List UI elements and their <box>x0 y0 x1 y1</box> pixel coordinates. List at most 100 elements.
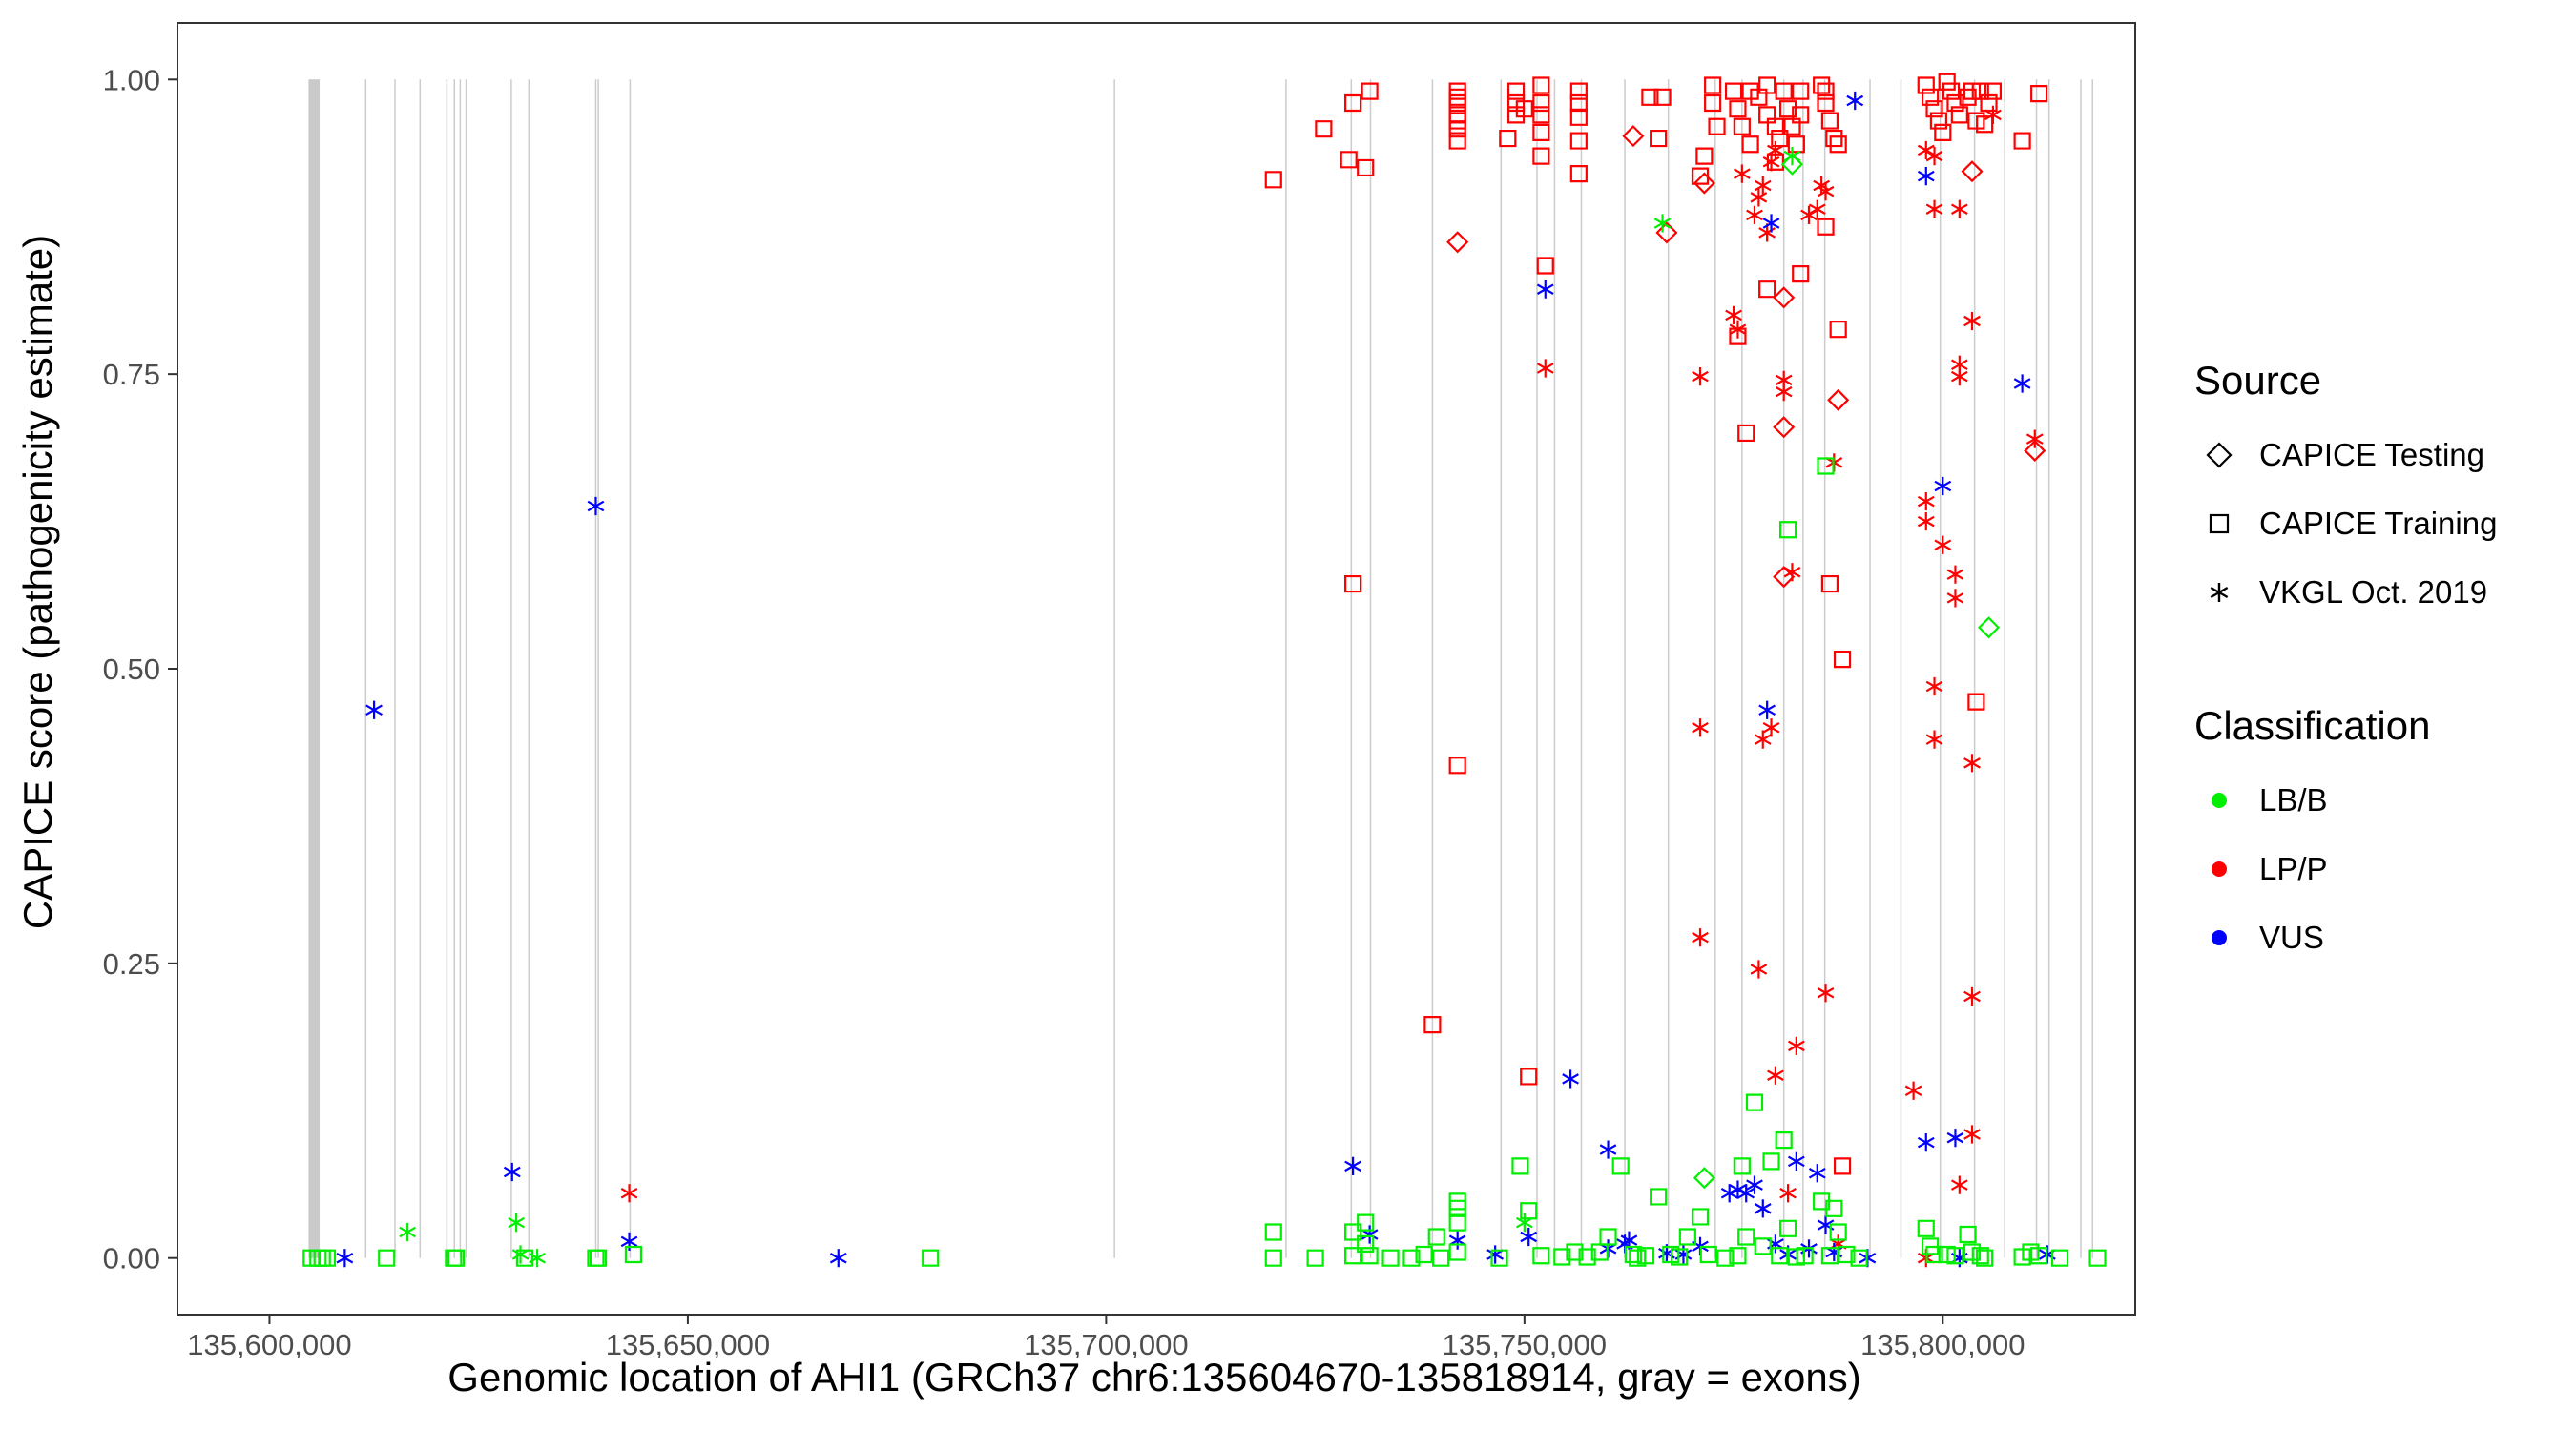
training-point <box>1569 132 1588 150</box>
legend-item-label: CAPICE Training <box>2259 506 2498 541</box>
training-point <box>2022 1243 2040 1261</box>
training-point <box>1708 117 1726 135</box>
y-tick-label: 0.75 <box>103 358 160 391</box>
training-point <box>1775 1131 1793 1150</box>
vkgl-point <box>1750 188 1768 207</box>
vkgl-point <box>1344 1156 1361 1175</box>
legend-item-label: CAPICE Testing <box>2259 437 2484 472</box>
legend-classification: Classification LB/B LP/P VUS <box>2194 703 2430 972</box>
vkgl-point <box>1917 491 1935 511</box>
training-point <box>1778 100 1797 118</box>
training-point <box>1829 135 1847 154</box>
training-point <box>1636 1247 1655 1265</box>
plot-panel-background <box>177 23 2135 1315</box>
x-tick-label: 135,650,000 <box>606 1328 770 1361</box>
vkgl-point <box>1762 718 1780 737</box>
training-point <box>1833 651 1852 669</box>
vkgl-point <box>1808 1164 1826 1183</box>
legend-classification-title: Classification <box>2194 703 2431 748</box>
vkgl-point <box>1361 1225 1379 1244</box>
legend-source: Source CAPICE Testing CAPICE Training VK… <box>2194 358 2497 627</box>
data-points <box>302 73 2107 1268</box>
training-point <box>1670 1248 1689 1266</box>
vkgl-point <box>1817 984 1835 1003</box>
vkgl-point <box>1925 730 1943 749</box>
vkgl-point <box>2025 429 2044 448</box>
training-point <box>1762 1152 1780 1171</box>
training-point <box>1650 129 1668 148</box>
training-point <box>1820 574 1839 593</box>
vkgl-point <box>1950 1175 1968 1194</box>
training-point <box>1691 1208 1710 1226</box>
green-dot-icon <box>2212 793 2227 808</box>
testing-point <box>1773 416 1796 439</box>
training-point <box>1817 218 1835 236</box>
training-point <box>1922 88 1940 106</box>
vkgl-point <box>336 1249 354 1268</box>
training-point <box>1653 88 1672 106</box>
vkgl-point <box>1817 182 1835 201</box>
training-point <box>1415 1245 1433 1264</box>
axes: 135,600,000 135,650,000 135,700,000 135,750… <box>103 63 2025 1361</box>
vkgl-point <box>1767 140 1784 160</box>
training-point <box>1737 424 1755 443</box>
training-point <box>1771 1247 1789 1265</box>
training-point <box>1520 1068 1538 1086</box>
training-point <box>1532 106 1550 124</box>
vkgl-point <box>1950 367 1968 386</box>
training-point <box>2013 132 2031 150</box>
training-point <box>1691 167 1710 185</box>
training-point <box>1737 1228 1755 1246</box>
training-point <box>1971 1247 1989 1265</box>
training-point <box>1946 93 1964 113</box>
training-point <box>1506 106 1526 124</box>
training-point <box>1599 1228 1617 1246</box>
blue-dot-icon <box>2212 930 2227 945</box>
training-point <box>1775 82 1793 100</box>
legend-dot-lpp <box>2212 861 2227 877</box>
training-point <box>1343 1223 1362 1241</box>
training-point <box>1754 1237 1772 1255</box>
training-point <box>1758 106 1776 124</box>
x-tick-label: 135,700,000 <box>1024 1328 1188 1361</box>
training-point <box>1771 129 1789 148</box>
training-point <box>1963 1243 1982 1261</box>
training-point <box>1820 1247 1839 1265</box>
vkgl-point <box>1762 153 1780 172</box>
testing-point <box>1827 388 1850 411</box>
vkgl-point <box>1904 1081 1922 1100</box>
vkgl-point <box>1934 476 1952 496</box>
legend-item-label: VUS <box>2259 920 2324 955</box>
vkgl-point <box>1925 676 1943 696</box>
asterisk-icon <box>2210 583 2229 602</box>
training-point <box>1729 100 1747 118</box>
vkgl-point <box>1963 986 1981 1006</box>
training-point <box>1532 76 1550 94</box>
training-point <box>1357 158 1375 177</box>
vkgl-point <box>1984 105 2002 124</box>
training-point <box>1361 1247 1379 1265</box>
vkgl-point <box>1963 754 1981 773</box>
training-point <box>1946 1247 1964 1265</box>
training-point <box>1967 693 1985 711</box>
training-point <box>1699 1245 1717 1264</box>
vkgl-point <box>1754 1199 1772 1218</box>
vkgl-point <box>1737 1184 1755 1203</box>
training-point <box>1741 82 1759 100</box>
training-point <box>1357 1213 1375 1232</box>
training-point <box>1850 1249 1868 1267</box>
training-point <box>1340 151 1358 169</box>
exon-lines <box>308 79 2094 1258</box>
training-point <box>1925 100 1943 118</box>
training-point <box>1536 257 1554 275</box>
x-tick-label: 135,800,000 <box>1860 1328 2025 1361</box>
testing-point <box>1622 125 1645 148</box>
vkgl-point <box>1779 1184 1797 1203</box>
vkgl-point <box>1946 589 1964 608</box>
training-point <box>1724 82 1743 100</box>
vkgl-point <box>1783 563 1801 582</box>
training-point <box>2030 85 2048 103</box>
vkgl-point <box>1946 1129 1964 1148</box>
testing-point <box>2024 439 2046 463</box>
